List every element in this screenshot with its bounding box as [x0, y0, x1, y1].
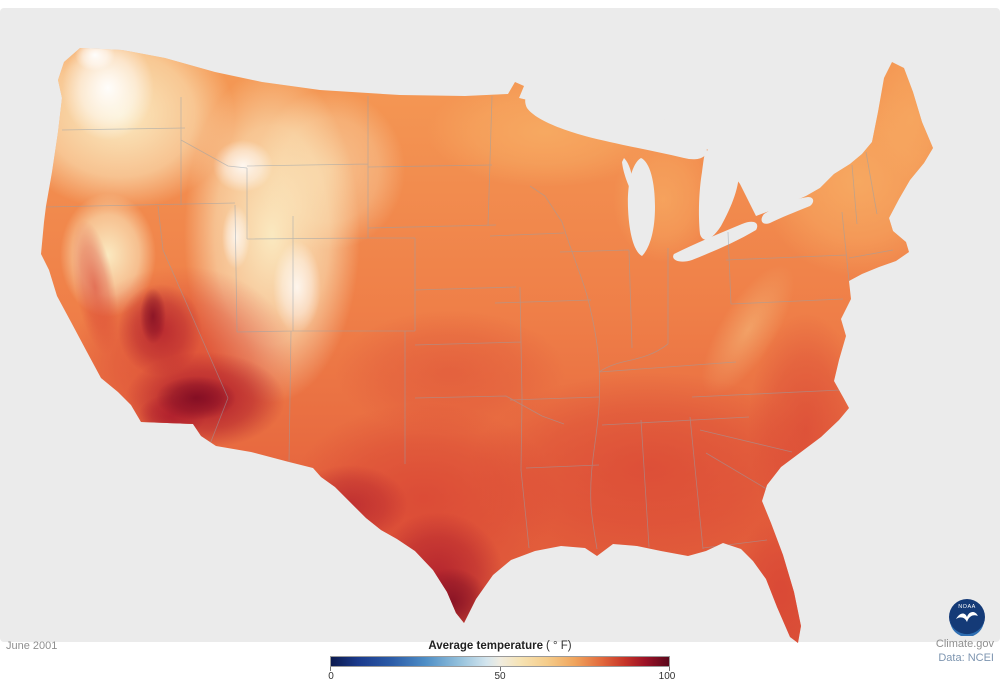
green-bay: [622, 158, 633, 192]
lake-erie: [673, 221, 758, 262]
lake-huron: [698, 148, 740, 240]
great-lakes: [525, 93, 814, 262]
tick-label-100: 100: [658, 671, 676, 682]
climate-gov-credit: Climate.gov: [935, 638, 994, 650]
tick-label-0: 0: [328, 671, 334, 682]
tick-label-50: 50: [494, 671, 506, 682]
lake-michigan: [627, 158, 655, 256]
data-source-credit: Data: NCEI: [938, 652, 994, 664]
noaa-logo-text: NOAA: [958, 604, 976, 610]
colorbar: [330, 656, 670, 667]
tick-mark-50: [500, 667, 501, 671]
temperature-legend: Average temperature( ° F): [0, 636, 1000, 654]
tick-mark-0: [330, 667, 331, 671]
legend-title-line: Average temperature( ° F): [428, 640, 571, 652]
noaa-logo-wave: [950, 620, 984, 636]
date-label: June 2001: [6, 640, 58, 652]
legend-unit: ( ° F): [545, 640, 572, 652]
tick-mark-100: [669, 667, 670, 671]
lake-superior: [525, 93, 707, 160]
state-borders: [44, 95, 894, 550]
noaa-logo: NOAA: [949, 599, 985, 636]
noaa-seagull-icon: [956, 611, 978, 622]
lake-ontario: [761, 197, 814, 224]
legend-title: Average temperature: [428, 640, 543, 652]
